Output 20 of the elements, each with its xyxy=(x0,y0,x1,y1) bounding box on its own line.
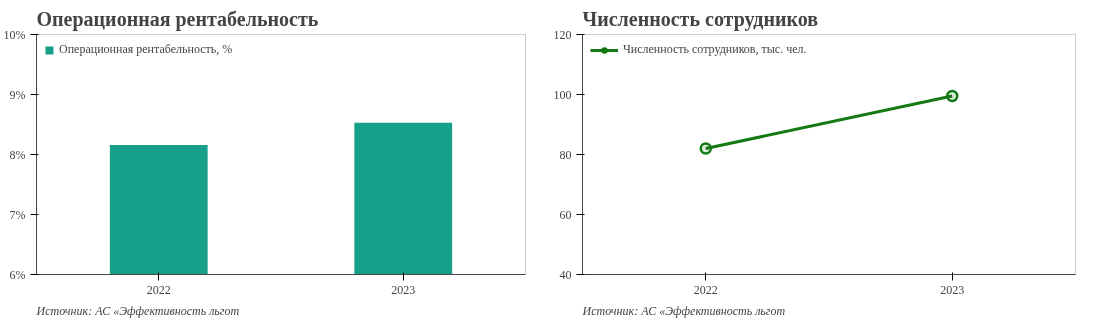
y-tick-label: 6% xyxy=(9,267,26,282)
y-tick-label: 8% xyxy=(9,147,26,162)
x-tick-label: 2022 xyxy=(146,282,171,297)
y-tick-label: 120 xyxy=(553,27,572,42)
chart-title: Операционная рентабельность xyxy=(36,7,319,31)
text: Источник: АС «Эффективность льгот xyxy=(581,303,786,318)
text: Источник: АС «Эффективность льгот xyxy=(35,303,240,318)
chart-title: Численность сотрудников xyxy=(582,7,819,31)
y-tick-label: 60 xyxy=(559,207,572,222)
y-tick-label: 9% xyxy=(9,87,26,102)
y-tick-label: 7% xyxy=(9,207,26,222)
y-tick-label: 80 xyxy=(559,147,572,162)
x-tick-label: 2023 xyxy=(391,282,416,297)
y-tick-label: 40 xyxy=(559,267,572,282)
y-tick-label: 100 xyxy=(553,87,572,102)
y-tick-label: 10% xyxy=(3,27,26,42)
x-tick-label: 2023 xyxy=(940,282,965,297)
legend-label: Численность сотрудников, тыс. чел. xyxy=(623,42,807,57)
legend-label: Операционная рентабельность, % xyxy=(59,42,233,57)
x-tick-label: 2022 xyxy=(693,282,718,297)
